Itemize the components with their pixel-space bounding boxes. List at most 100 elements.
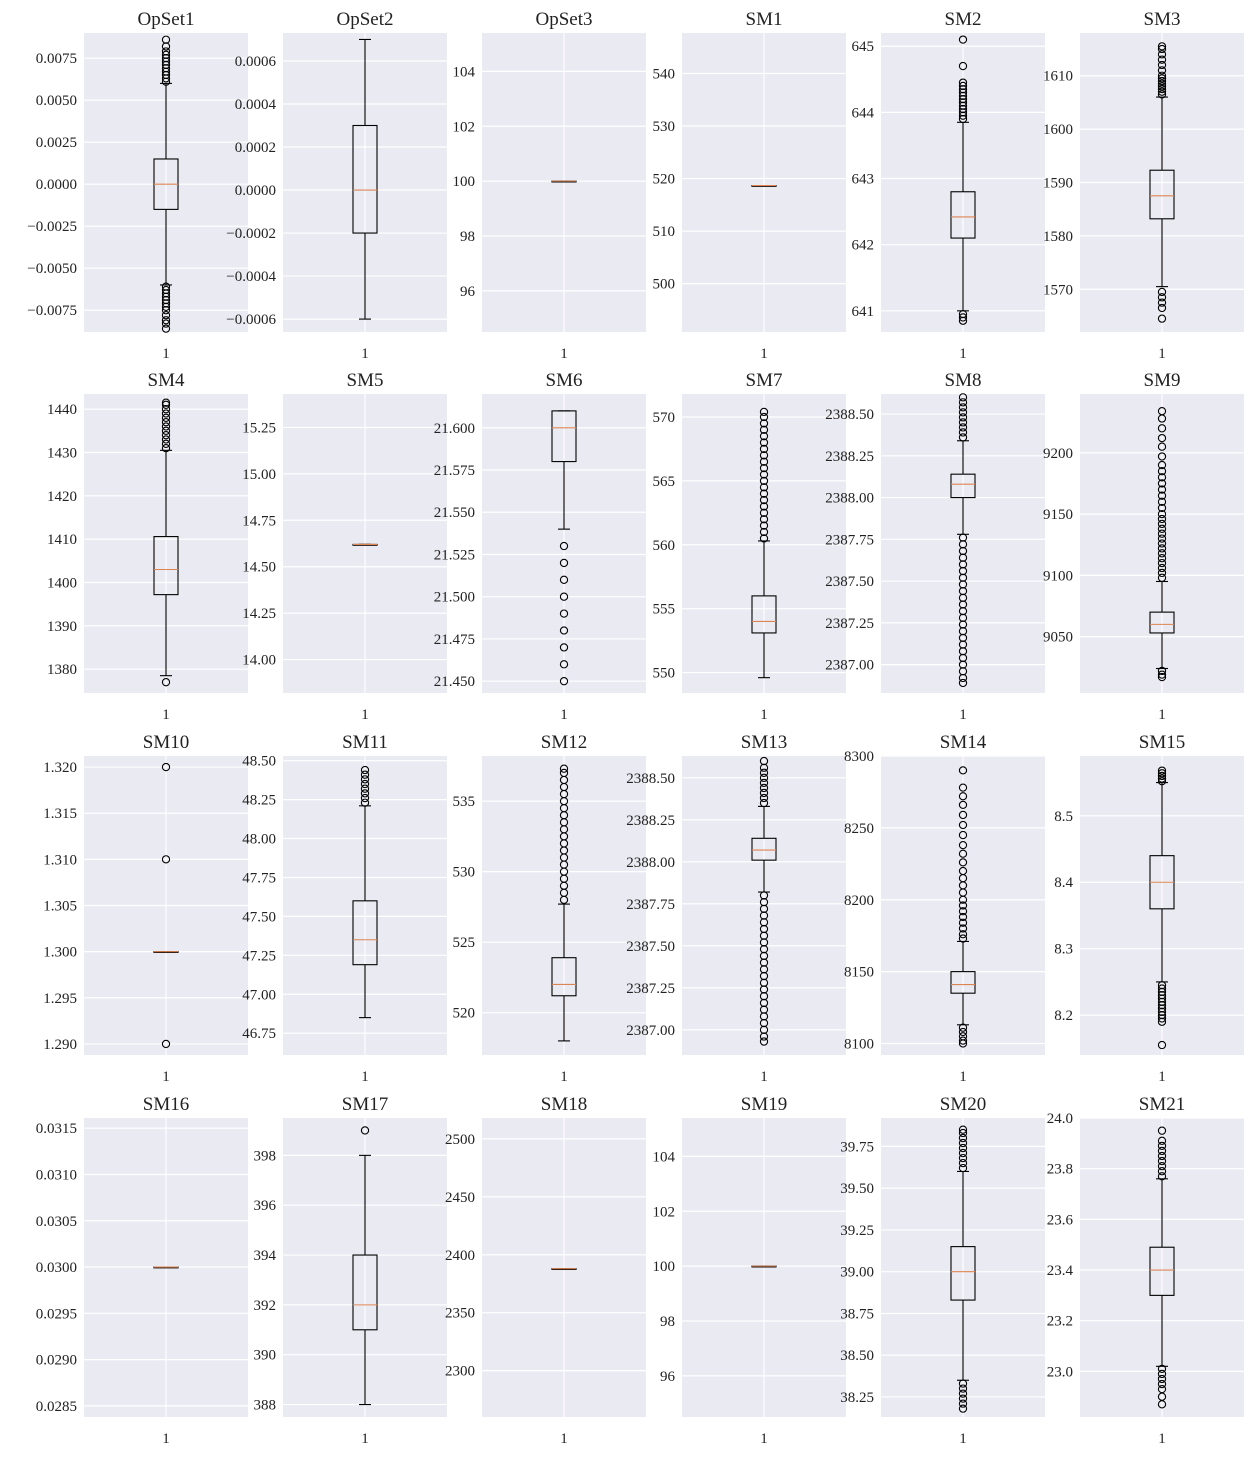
outlier-point [360, 1126, 370, 1135]
y-tick-label: 2388.00 [825, 491, 874, 507]
y-tick-label: 39.00 [840, 1265, 874, 1281]
outlier-point [958, 398, 968, 407]
y-tick-label: 2350 [445, 1306, 475, 1322]
y-tick-label: 46.75 [242, 1026, 276, 1042]
outlier-point [958, 408, 968, 417]
outlier-point [759, 521, 769, 530]
chart-title: SM5 [347, 370, 384, 391]
outlier-point [1157, 1172, 1167, 1181]
chart-title: SM17 [342, 1094, 388, 1115]
outlier-point [1157, 1379, 1167, 1389]
outlier-point [360, 798, 370, 807]
outlier-point [1157, 460, 1167, 470]
y-tick-label: 104 [653, 1149, 676, 1165]
boxplot-opset3: OpSet3 104 102 100 98 96 1 [453, 9, 646, 362]
outlier-point [759, 457, 769, 466]
y-tick-label: 1380 [47, 662, 77, 678]
chart-title: SM9 [1144, 370, 1181, 391]
outlier-point [1157, 514, 1167, 524]
outlier-point [161, 422, 171, 431]
outlier-point [958, 1163, 968, 1173]
outlier-point [759, 534, 769, 543]
y-tick-label: 2388.50 [825, 407, 874, 423]
iqr-box [751, 595, 777, 634]
y-tick-label: 2500 [445, 1132, 475, 1148]
outlier-point [759, 463, 769, 473]
outlier-point [161, 431, 171, 440]
outlier-point [1157, 771, 1167, 781]
outlier-point [958, 61, 968, 71]
outlier-point [1157, 66, 1167, 75]
y-tick-label: 21.500 [434, 590, 475, 606]
outlier-point [559, 626, 569, 635]
outlier-point [958, 934, 968, 943]
y-tick-label: 48.00 [242, 832, 276, 848]
y-tick-label: −0.0004 [226, 269, 276, 285]
y-tick-label: 398 [254, 1148, 277, 1164]
outlier-point [1157, 534, 1167, 543]
outlier-point [1157, 1146, 1167, 1156]
outlier-point [360, 784, 370, 793]
outlier-point [958, 849, 968, 858]
outlier-point [1157, 314, 1167, 323]
y-tick-label: 23.6 [1047, 1212, 1074, 1228]
outlier-point [1157, 491, 1167, 500]
outlier-point [958, 800, 968, 810]
x-tick-label: 1 [560, 1431, 568, 1447]
outlier-point [1157, 1167, 1167, 1176]
y-tick-label: 98 [460, 229, 475, 245]
x-tick-label: 1 [162, 707, 170, 723]
y-tick-label: 2387.50 [626, 939, 675, 955]
outlier-point [1157, 467, 1167, 476]
outlier-point [958, 1125, 968, 1134]
outlier-point [958, 88, 968, 97]
outlier-point [958, 1133, 968, 1143]
y-tick-label: 510 [653, 224, 676, 240]
x-tick-label: 1 [361, 1069, 369, 1085]
y-tick-label: 8200 [844, 893, 874, 909]
chart-title: SM14 [940, 732, 987, 753]
outlier-point [1157, 60, 1167, 70]
outlier-point [161, 426, 171, 435]
outlier-point [559, 592, 569, 601]
y-tick-label: 2387.75 [825, 532, 874, 548]
y-tick-label: 520 [453, 1006, 476, 1022]
y-tick-label: 1.295 [43, 991, 77, 1007]
outlier-point [1157, 1156, 1167, 1166]
outlier-point [1157, 1161, 1167, 1171]
y-tick-label: 0.0295 [36, 1306, 77, 1322]
y-tick-label: 1400 [47, 576, 77, 592]
x-tick-label: 1 [1158, 346, 1166, 362]
outlier-point [1157, 549, 1167, 558]
outlier-point [759, 412, 769, 422]
outlier-point [1157, 766, 1167, 775]
boxplot-sm12: SM12 535 530 525 520 1 [453, 732, 646, 1085]
y-tick-label: 47.25 [242, 948, 276, 964]
outlier-point [958, 1153, 968, 1163]
y-tick-label: 2388.25 [626, 813, 675, 829]
outlier-point [958, 393, 968, 402]
outlier-point [958, 108, 968, 117]
outlier-point [1157, 1364, 1167, 1374]
iqr-box [352, 1254, 378, 1331]
chart-title: SM8 [945, 370, 982, 391]
outlier-point [958, 1036, 968, 1045]
outlier-point [1157, 1040, 1167, 1050]
y-tick-label: 102 [453, 119, 476, 135]
y-tick-label: 2387.25 [825, 616, 874, 632]
y-tick-label: 23.8 [1047, 1162, 1073, 1178]
outlier-point [1157, 82, 1167, 91]
outlier-point [958, 1143, 968, 1153]
x-tick-label: 1 [361, 1431, 369, 1447]
outlier-point [759, 788, 769, 798]
outlier-point [958, 101, 968, 110]
outlier-point [958, 1389, 968, 1398]
y-tick-label: 38.75 [840, 1306, 874, 1322]
iqr-box [950, 971, 976, 994]
outlier-point [958, 413, 968, 422]
iqr-box [153, 536, 179, 596]
outlier-point [759, 793, 769, 803]
iqr-box [950, 191, 976, 239]
y-tick-label: 15.25 [242, 420, 276, 436]
chart-title: SM20 [940, 1094, 986, 1115]
